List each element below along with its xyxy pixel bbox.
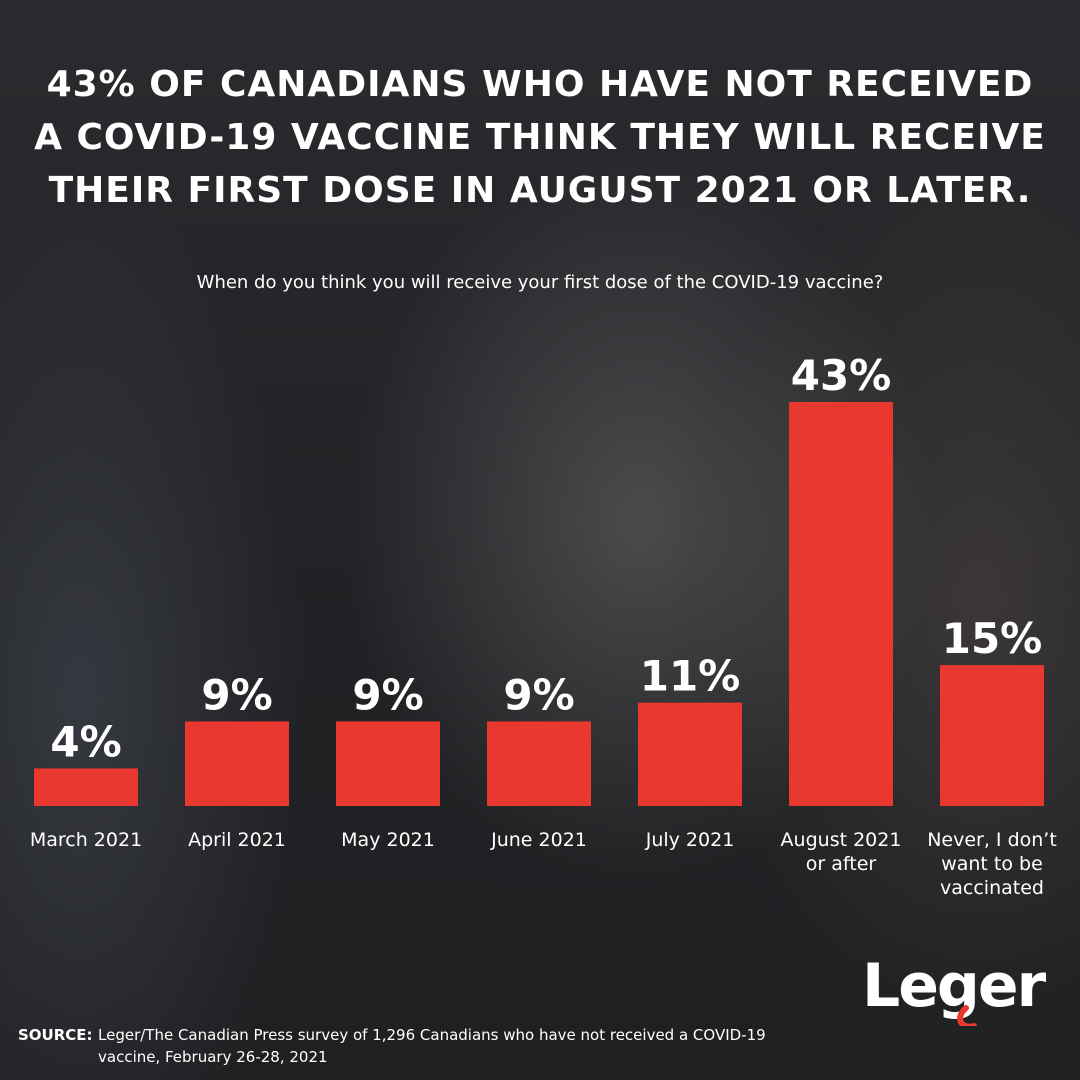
bar-value-label: 9% bbox=[503, 670, 574, 719]
bar-value-label: 11% bbox=[640, 652, 741, 701]
bar-value-label: 9% bbox=[352, 670, 423, 719]
bar-2 bbox=[185, 721, 289, 806]
leger-logo: Leger bbox=[858, 946, 1058, 1030]
leger-logo-mark: Leger bbox=[862, 951, 1049, 1030]
bar-4 bbox=[487, 721, 591, 806]
category-label: April 2021 bbox=[188, 829, 286, 851]
category-label: June 2021 bbox=[490, 829, 587, 851]
category-label: July 2021 bbox=[645, 829, 735, 851]
bar-5 bbox=[638, 702, 742, 806]
source-text: Leger/The Canadian Press survey of 1,296… bbox=[98, 1026, 766, 1066]
bar-6 bbox=[789, 402, 893, 806]
bar-3 bbox=[336, 721, 440, 806]
chart-question: When do you think you will receive your … bbox=[196, 272, 884, 293]
bar-7 bbox=[940, 665, 1044, 806]
headline: 43% of Canadians who have not received a… bbox=[34, 64, 1046, 211]
bar-value-label: 9% bbox=[201, 670, 272, 719]
bar-1 bbox=[34, 768, 138, 806]
bar-value-label: 15% bbox=[942, 614, 1043, 663]
category-label: March 2021 bbox=[30, 829, 142, 851]
logo-wordmark: Leger bbox=[862, 951, 1047, 1021]
bar-value-label: 4% bbox=[50, 717, 121, 766]
category-label: August 2021 or after bbox=[781, 829, 902, 875]
category-label: Never, I don’t want to be vaccinated bbox=[927, 829, 1057, 899]
source-label: SOURCE: bbox=[18, 1026, 93, 1044]
category-label: May 2021 bbox=[341, 829, 435, 851]
bar-value-label: 43% bbox=[791, 351, 892, 400]
